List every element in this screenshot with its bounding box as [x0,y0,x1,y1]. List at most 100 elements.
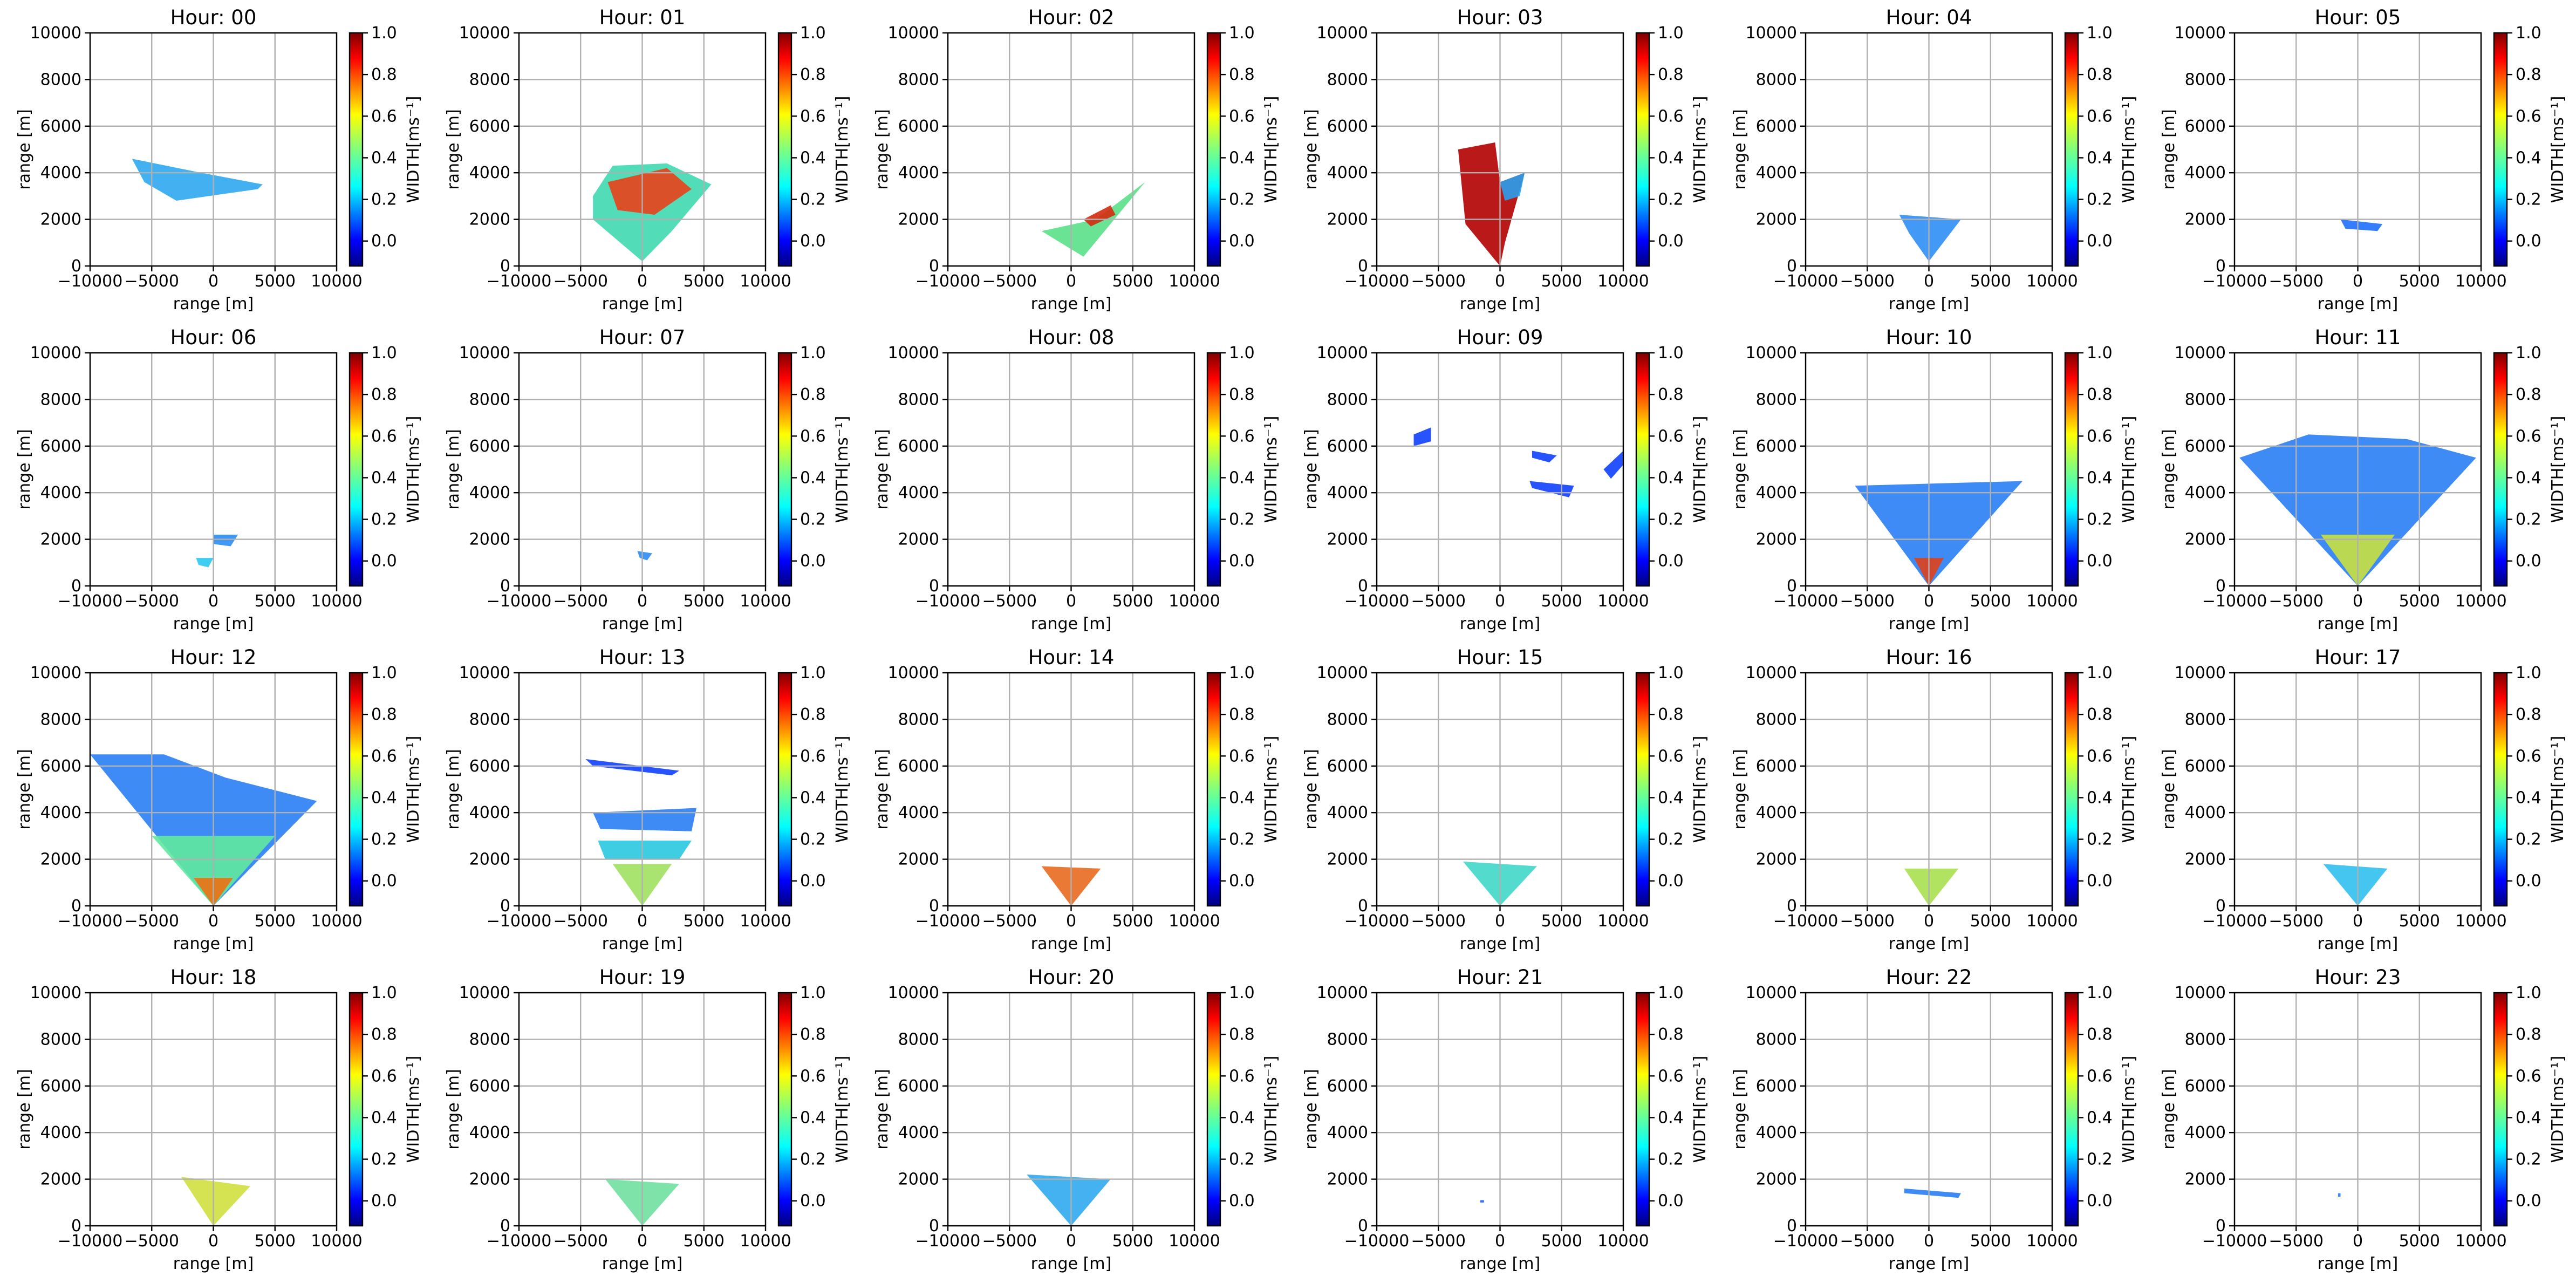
y-tick-label: 2000 [2185,530,2226,549]
x-tick-label: 0 [1924,1232,1934,1251]
x-tick-label: 5000 [255,272,296,291]
subplot-title: Hour: 20 [1028,966,1115,989]
y-axis-label: range [m] [2160,749,2178,829]
colorbar-tick-label: 0.6 [1229,107,1255,126]
x-tick-label: −5000 [554,592,608,611]
colorbar-tick-label: 0.0 [800,872,826,891]
colorbar [1206,32,1221,267]
colorbar-tick-label: 0.4 [1229,788,1255,807]
colorbar-tick-label: 0.4 [371,1108,397,1127]
y-tick-label: 8000 [469,710,510,729]
x-tick-label: 5000 [684,592,725,611]
x-tick-label: 5000 [1541,592,1582,611]
colorbar-tick-label: 0.4 [1658,788,1684,807]
y-axis-label: range [m] [15,1069,34,1149]
subplot: −10000 −5000 0 5000 10000 0 2000 4000 6000 8000 10… [1302,646,1710,953]
y-tick-label: 8000 [898,390,939,409]
colorbar-tick-label: 0.8 [1658,65,1684,84]
x-tick-label: 0 [2353,272,2363,291]
subplot: −10000 −5000 0 5000 10000 0 2000 4000 6000 8000 10… [1302,326,1710,633]
subplot: −10000 −5000 0 5000 10000 0 2000 4000 6000 8000 10… [1731,326,2138,633]
subplot: −10000 −5000 0 5000 10000 0 2000 4000 6000 8000 10… [444,6,852,313]
colorbar-label: WIDTH[ms⁻¹] [404,416,423,523]
colorbar-tick-label: 0.6 [800,1067,826,1086]
colorbar-tick-label: 0.4 [1658,148,1684,167]
y-tick-label: 2000 [469,850,510,869]
y-tick-label: 4000 [469,483,510,502]
x-tick-label: 5000 [1112,272,1153,291]
x-tick-label: −5000 [2269,592,2324,611]
y-tick-label: 6000 [1756,437,1797,456]
x-tick-label: 5000 [1112,1232,1153,1251]
x-axis-label: range [m] [602,1254,682,1273]
colorbar-tick-label: 0.4 [800,148,826,167]
y-tick-label: 10000 [888,24,939,43]
axes-frame [1805,672,2053,907]
x-tick-label: −5000 [125,912,179,931]
y-tick-label: 2000 [40,530,81,549]
radar-echo [196,558,214,568]
x-tick-label: 5000 [1541,1232,1582,1251]
y-tick-label: 10000 [888,984,939,1002]
colorbar-label: WIDTH[ms⁻¹] [404,96,423,203]
x-tick-label: −10000 [1773,1232,1839,1251]
y-axis-label: range [m] [1731,429,1750,509]
radar-echo [90,754,317,906]
axes-frame [947,32,1195,267]
colorbar-tick-label: 0.4 [2516,468,2541,487]
colorbar-label: WIDTH[ms⁻¹] [2548,1056,2567,1163]
y-tick-label: 8000 [2185,70,2226,89]
y-tick-label: 10000 [1746,344,1797,363]
y-tick-label: 8000 [2185,710,2226,729]
y-tick-label: 4000 [40,483,81,502]
x-tick-label: 0 [637,912,647,931]
y-tick-label: 0 [929,897,939,916]
y-tick-label: 4000 [469,803,510,822]
colorbar-tick-label: 1.0 [371,984,397,1002]
y-tick-label: 2000 [1756,850,1797,869]
y-tick-label: 4000 [2185,1123,2226,1142]
y-tick-label: 0 [1787,577,1797,596]
y-tick-label: 2000 [40,210,81,229]
colorbar-label: WIDTH[ms⁻¹] [2120,416,2138,523]
y-axis-label: range [m] [444,749,463,829]
axes-frame [1376,672,1624,907]
radar-echo [2340,219,2383,231]
radar-echo [1904,1188,1961,1198]
y-tick-label: 4000 [898,163,939,182]
x-tick-label: −10000 [2202,272,2267,291]
colorbar-label: WIDTH[ms⁻¹] [2548,96,2567,203]
colorbar [1635,992,1650,1227]
colorbar-tick-label: 0.4 [2516,1108,2541,1127]
y-tick-label: 8000 [1327,1030,1368,1049]
x-tick-label: 0 [1066,912,1076,931]
colorbar [2064,672,2079,907]
colorbar-tick-label: 0.2 [371,510,397,529]
colorbar-tick-label: 1.0 [1229,344,1255,363]
x-tick-label: 5000 [1541,272,1582,291]
colorbar-tick-label: 1.0 [1229,984,1255,1002]
colorbar-label: WIDTH[ms⁻¹] [833,1056,852,1163]
colorbar-tick-label: 0.2 [371,830,397,849]
x-tick-label: −10000 [1344,1232,1410,1251]
subplot-title: Hour: 05 [2315,6,2401,29]
colorbar-tick-label: 0.8 [371,705,397,724]
colorbar-tick-label: 0.0 [2087,552,2113,571]
x-tick-label: −5000 [1840,1232,1895,1251]
x-axis-label: range [m] [1460,295,1540,313]
subplot-title: Hour: 06 [170,326,257,349]
y-axis-label: range [m] [1302,109,1321,189]
colorbar-tick-label: 0.6 [800,107,826,126]
x-axis-label: range [m] [1889,295,1969,313]
y-tick-label: 0 [1358,577,1368,596]
subplot-title: Hour: 15 [1457,646,1543,669]
x-tick-label: −5000 [1411,912,1466,931]
x-tick-label: 10000 [2455,912,2506,931]
subplot: −10000 −5000 0 5000 10000 0 2000 4000 6000 8000 10… [444,646,852,953]
radar-echo [1500,173,1525,201]
y-tick-label: 2000 [1327,850,1368,869]
colorbar [1206,672,1221,907]
x-tick-label: 0 [208,1232,218,1251]
colorbar-tick-label: 0.0 [800,232,826,251]
x-axis-label: range [m] [2318,934,2398,953]
